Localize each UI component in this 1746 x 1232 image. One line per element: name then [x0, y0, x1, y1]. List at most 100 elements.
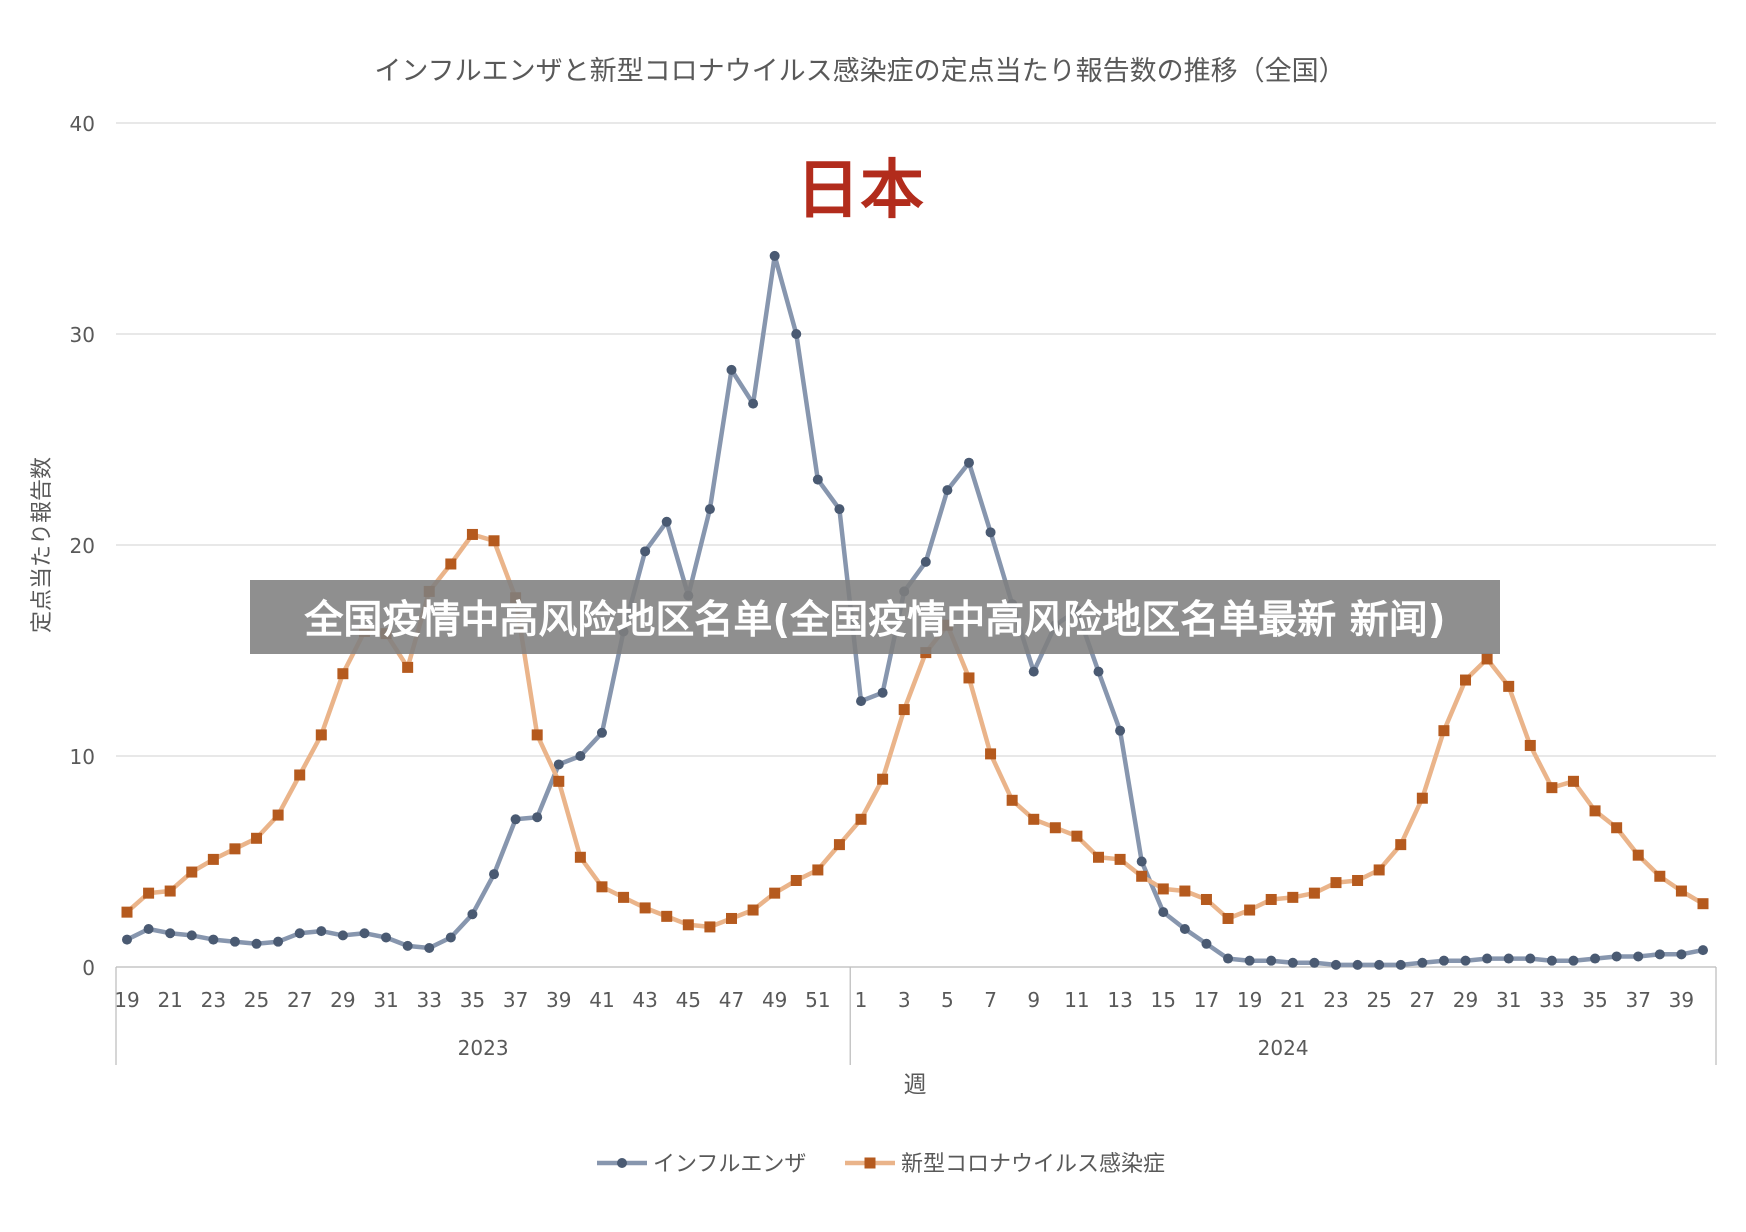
data-point: [1503, 680, 1515, 692]
data-point: [1611, 822, 1623, 834]
chart-title: インフルエンザと新型コロナウイルス感染症の定点当たり報告数の推移（全国）: [374, 56, 1345, 87]
x-tick-label: 33: [417, 988, 442, 1012]
data-point: [704, 504, 715, 515]
x-tick-label: 1: [855, 988, 868, 1012]
data-point: [618, 891, 630, 903]
data-point: [1028, 813, 1040, 825]
data-point: [1567, 775, 1579, 787]
data-point: [1287, 891, 1299, 903]
data-point: [186, 930, 197, 941]
data-point: [467, 909, 478, 920]
data-point: [1265, 893, 1277, 905]
data-point: [833, 839, 845, 851]
data-point: [1654, 870, 1666, 882]
y-axis-label: 定点当たり報告数: [30, 457, 55, 633]
data-point: [1611, 951, 1622, 962]
data-point: [164, 885, 176, 897]
y-tick-label: 10: [70, 745, 95, 769]
data-point: [1417, 957, 1428, 968]
x-axis: 19 21 23 25 27 29 31 33 35 37 39 41 43 45 47 49 51 1 3 5 7 9 1…: [114, 966, 1717, 1065]
x-tick-label: 43: [632, 988, 657, 1012]
legend: インフルエンザ 新型コロナウイルス感染症: [597, 1152, 1165, 1177]
x-tick-label: 27: [1410, 988, 1435, 1012]
data-point: [1395, 959, 1406, 970]
x-tick-label: 25: [1366, 988, 1391, 1012]
x-tick-label: 15: [1151, 988, 1176, 1012]
data-point: [1179, 885, 1191, 897]
legend-marker: [617, 1158, 627, 1168]
data-point: [574, 851, 586, 863]
x-tick-label: 5: [941, 988, 954, 1012]
data-point: [920, 556, 931, 567]
legend-label: インフルエンザ: [653, 1152, 806, 1177]
data-point: [1006, 794, 1018, 806]
data-point: [1546, 955, 1557, 966]
x-tick-label: 19: [1237, 988, 1262, 1012]
x-axis-label: 週: [904, 1072, 927, 1098]
data-point: [1158, 907, 1169, 918]
data-point: [402, 940, 413, 951]
x-tick-label: 19: [114, 988, 139, 1012]
data-point: [229, 843, 241, 855]
data-point: [747, 904, 759, 916]
data-point: [661, 516, 672, 527]
data-point: [1330, 959, 1341, 970]
series-1: [122, 250, 1708, 970]
data-point: [596, 881, 608, 893]
data-point: [1115, 725, 1126, 736]
data-point: [1676, 949, 1687, 960]
data-point: [1266, 955, 1277, 966]
data-point: [856, 696, 867, 707]
x-tick-label: 17: [1194, 988, 1219, 1012]
x-tick-label: 3: [898, 988, 911, 1012]
overlay-banner-text: 全国疫情中高风险地区名单(全国疫情中高风险地区名单最新 新闻): [304, 598, 1446, 643]
data-point: [1525, 953, 1536, 964]
x-tick-label: 51: [805, 988, 830, 1012]
x-tick-label: 29: [1453, 988, 1478, 1012]
data-point: [381, 932, 392, 943]
data-point: [1223, 953, 1234, 964]
data-point: [877, 773, 889, 785]
data-point: [1308, 887, 1320, 899]
data-point: [812, 864, 824, 876]
legend-label: 新型コロナウイルス感染症: [901, 1152, 1165, 1177]
data-point: [575, 751, 586, 761]
data-point: [726, 364, 737, 375]
x-tick-label: 39: [1669, 988, 1694, 1012]
data-point: [1179, 924, 1190, 935]
data-point: [942, 485, 953, 496]
year-group-label: 2023: [458, 1036, 509, 1060]
x-tick-label: 9: [1027, 988, 1040, 1012]
data-point: [402, 661, 414, 673]
x-tick-label: 47: [719, 988, 744, 1012]
data-point: [229, 936, 240, 947]
x-tick-label: 35: [460, 988, 485, 1012]
data-point: [1654, 949, 1665, 960]
data-point: [1438, 725, 1450, 737]
data-point: [1697, 898, 1709, 910]
data-point: [165, 928, 176, 939]
data-point: [1309, 957, 1320, 968]
data-point: [1632, 849, 1644, 861]
data-point: [273, 936, 284, 947]
data-point: [1438, 955, 1449, 966]
data-point: [639, 902, 651, 914]
data-point: [1136, 856, 1147, 867]
data-point: [1481, 653, 1493, 665]
data-point: [510, 814, 521, 825]
data-point: [1136, 870, 1148, 882]
data-point: [122, 934, 132, 945]
data-point: [985, 748, 997, 760]
x-tick-label: 31: [373, 988, 398, 1012]
legend-item-2: 新型コロナウイルス感染症: [845, 1152, 1165, 1177]
data-point: [1675, 885, 1687, 897]
data-point: [1568, 955, 1579, 966]
data-point: [1071, 830, 1083, 842]
data-point: [1200, 893, 1212, 905]
data-point: [1287, 957, 1298, 968]
data-point: [898, 704, 910, 716]
y-tick-label: 30: [70, 323, 95, 347]
data-point: [1482, 953, 1493, 964]
